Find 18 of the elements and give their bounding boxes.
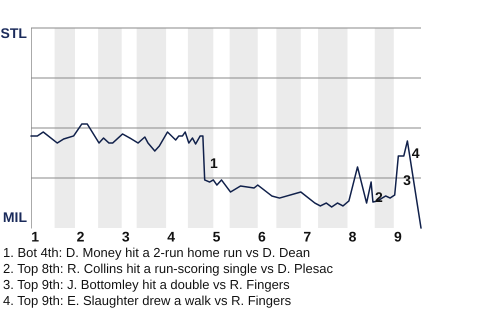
text: 1. Bot 4th: D. Money hit a 2-run home run vs D. Dean (3, 245, 310, 260)
x-tick-label: 9 (394, 228, 402, 244)
x-tick-label: 5 (212, 228, 221, 244)
annotation: 3 (403, 172, 412, 188)
text: 2. Top 8th: R. Collins hit a run-scoring single vs D. Plesac (3, 261, 334, 276)
annotation: 1 (210, 155, 218, 172)
x-tick-label: 3 (122, 228, 130, 244)
x-tick-label: 7 (303, 228, 312, 244)
x-tick-label: 6 (258, 228, 266, 244)
x-tick-label: 4 (167, 228, 176, 244)
x-tick-label: 8 (348, 228, 357, 244)
annotation: 4 (412, 144, 420, 161)
text: 3. Top 9th: J. Bottomley hit a double vs R. Fingers (3, 277, 290, 292)
x-tick-label: 2 (76, 228, 85, 244)
text: MIL (2, 209, 28, 225)
text: 4. Top 9th: E. Slaughter drew a walk vs R. Fingers (3, 293, 292, 308)
text: STL (0, 25, 28, 41)
x-tick-label: 1 (31, 228, 40, 244)
